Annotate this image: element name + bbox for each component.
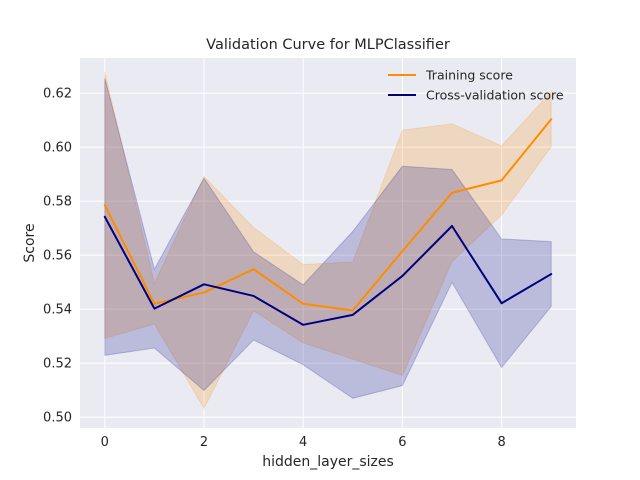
x-axis-label: hidden_layer_sizes [262, 454, 394, 470]
x-tick-label: 0 [101, 435, 109, 450]
confidence-band-0 [104, 71, 552, 410]
y-tick-labels: 0.50 0.52 0.54 0.56 0.58 0.60 0.62 [43, 87, 72, 426]
confidence-bands [104, 71, 552, 410]
x-tick-label: 2 [200, 435, 208, 450]
grid [80, 58, 576, 428]
series-lines [103, 118, 553, 326]
y-tick-label: 0.54 [43, 303, 72, 318]
y-tick-label: 0.52 [43, 357, 72, 372]
legend-label-0: Training score [425, 68, 513, 83]
chart-title: Validation Curve for MLPClassifier [206, 37, 450, 53]
confidence-band-1 [104, 78, 552, 399]
legend: Training score Cross-validation score [388, 68, 564, 103]
x-tick-label: 4 [299, 435, 307, 450]
y-tick-label: 0.56 [43, 249, 72, 264]
plot-area [80, 58, 576, 428]
y-tick-label: 0.62 [43, 87, 72, 102]
series-line-0 [103, 118, 553, 312]
y-axis-label: Score [22, 223, 38, 262]
y-tick-label: 0.50 [43, 411, 72, 426]
x-tick-label: 6 [398, 435, 406, 450]
series-line-1 [103, 215, 553, 326]
x-tick-label: 8 [497, 435, 505, 450]
y-tick-label: 0.58 [43, 195, 72, 210]
y-tick-label: 0.60 [43, 141, 72, 156]
legend-label-1: Cross-validation score [426, 88, 564, 103]
x-tick-labels: 0 2 4 6 8 [101, 435, 506, 450]
